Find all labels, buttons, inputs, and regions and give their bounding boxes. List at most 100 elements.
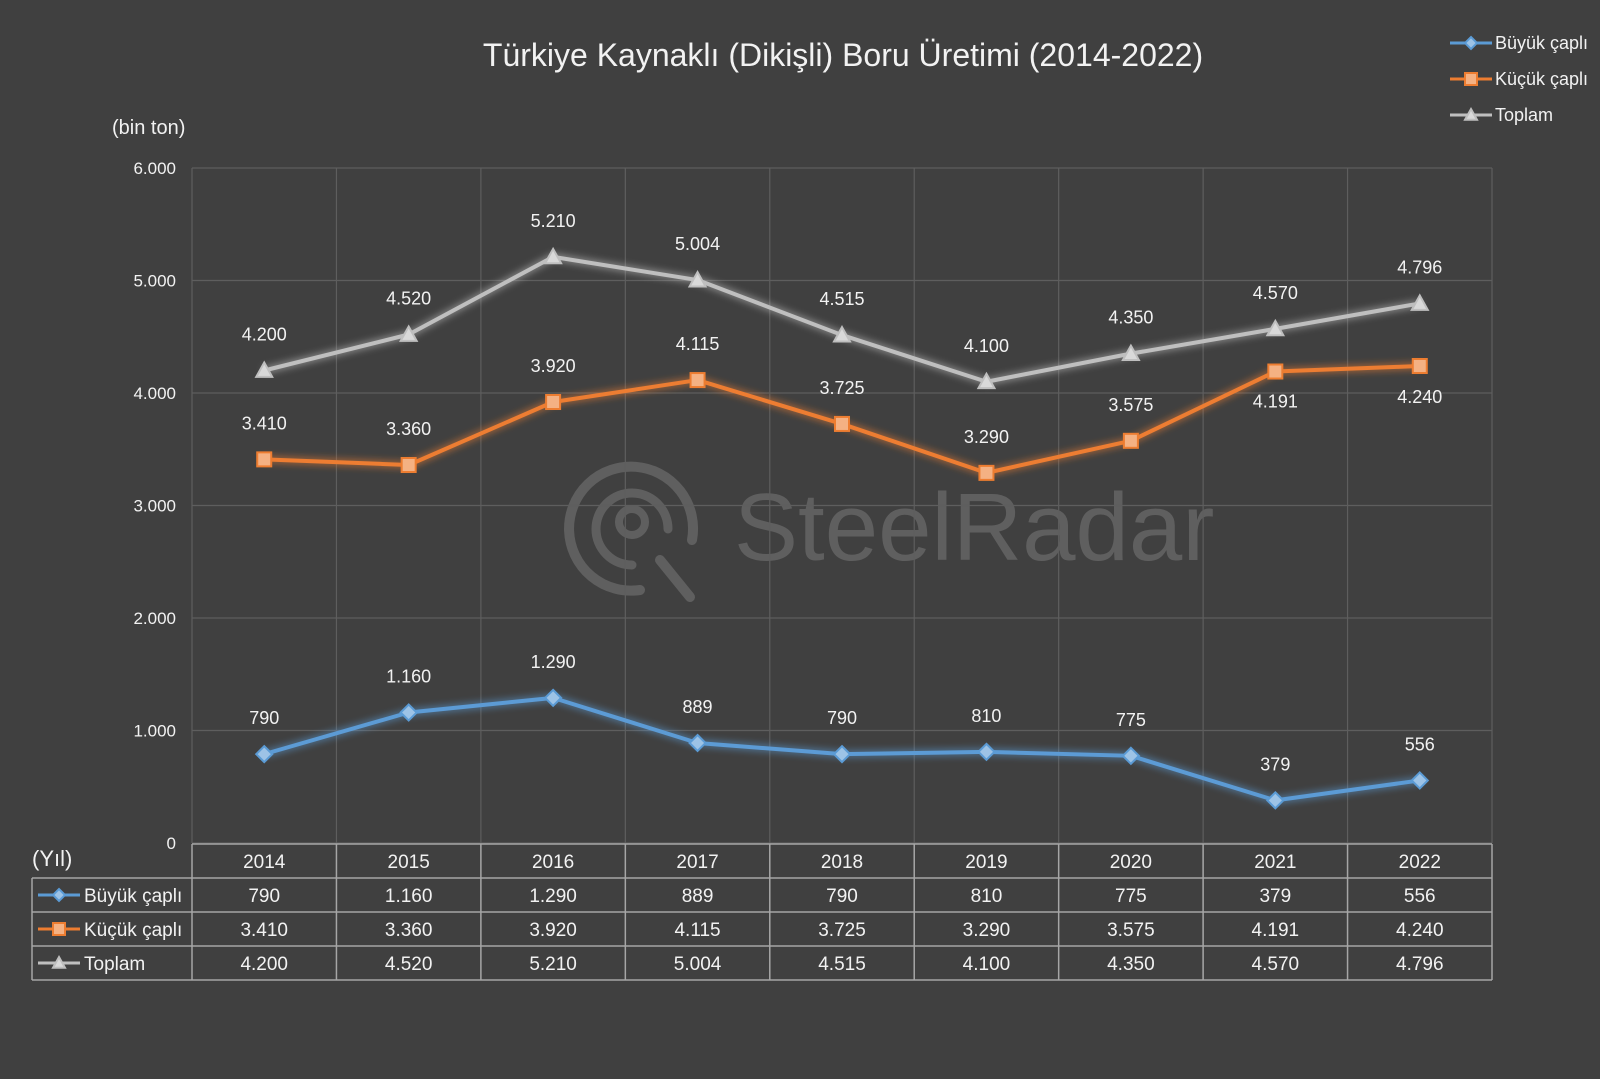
data-label: 4.520 (386, 289, 431, 309)
table-row-label: Toplam (84, 954, 145, 975)
data-point-marker (400, 457, 417, 473)
table-cell: 4.520 (385, 954, 433, 975)
y-axis-unit-label: (bin ton) (112, 117, 185, 139)
table-cell: 775 (1115, 886, 1147, 907)
data-label: 3.410 (242, 413, 287, 433)
data-point-marker (1410, 293, 1430, 311)
data-point-marker (687, 269, 708, 288)
table-cell: 5.210 (529, 954, 577, 975)
legend-key-marker (51, 954, 67, 969)
y-tick-label: 6.000 (133, 159, 176, 178)
legend-key-marker (1464, 72, 1478, 86)
table-cell: 4.115 (674, 920, 720, 941)
legend-item: Küçük çaplı (1450, 69, 1588, 89)
table-cell: 3.360 (385, 920, 433, 941)
data-label: 4.240 (1397, 387, 1442, 407)
series-square (256, 358, 1428, 481)
data-point-marker (543, 246, 563, 265)
data-label: 5.210 (531, 211, 576, 231)
data-point-marker (545, 394, 562, 410)
data-point-marker (834, 415, 850, 432)
data-point-marker (1411, 358, 1428, 374)
table-cell: 810 (971, 886, 1003, 907)
series-triangle (254, 246, 1430, 390)
data-point-marker (254, 744, 274, 764)
data-point-marker (1267, 363, 1284, 380)
data-label: 4.515 (819, 289, 864, 309)
data-label: 4.796 (1397, 257, 1442, 277)
data-label: 889 (683, 697, 713, 717)
data-point-marker (1121, 343, 1141, 362)
x-tick-label: 2019 (965, 852, 1007, 873)
table-row-label: Küçük çaplı (84, 920, 182, 941)
series-line (263, 254, 1421, 384)
legend-key-marker (1463, 106, 1479, 121)
legend: Büyük çaplı Küçük çaplı Toplam (1450, 33, 1588, 125)
data-label: 1.160 (386, 667, 431, 687)
table-cell: 790 (248, 886, 280, 907)
data-point-marker (256, 451, 273, 468)
data-label: 556 (1405, 734, 1435, 754)
data-point-marker (689, 372, 706, 389)
data-labels: 790 1.160 1.290 889 790 810 775 379 556 3.410 3.36… (242, 211, 1443, 774)
table-cell: 556 (1404, 886, 1436, 907)
x-tick-label: 2015 (388, 852, 430, 873)
x-tick-label: 2016 (532, 852, 574, 873)
data-label: 810 (971, 706, 1001, 726)
data-label: 4.100 (964, 336, 1009, 356)
data-point-marker (254, 360, 274, 378)
y-tick-label: 0 (167, 834, 176, 853)
data-point-marker (398, 324, 419, 342)
data-label: 775 (1116, 710, 1146, 730)
series-diamond (254, 688, 1430, 810)
y-tick-label: 3.000 (133, 497, 176, 516)
data-point-marker (978, 464, 995, 481)
y-axis-ticks: 0 1.000 2.000 3.000 4.000 5.000 6.000 (133, 159, 176, 853)
data-label: 4.191 (1253, 392, 1298, 412)
table-row-label: Büyük çaplı (84, 886, 182, 907)
data-label: 3.920 (531, 356, 576, 376)
table-cell: 4.191 (1252, 920, 1300, 941)
table-cell: 1.160 (385, 886, 433, 907)
y-tick-label: 4.000 (133, 384, 176, 403)
watermark-text: SteelRadar (734, 474, 1214, 581)
data-label: 790 (827, 708, 857, 728)
legend-key-marker (52, 922, 66, 936)
x-tick-label: 2018 (821, 852, 863, 873)
data-point-marker (976, 371, 997, 390)
data-label: 1.290 (531, 652, 576, 672)
data-point-marker (688, 733, 707, 753)
table-cell: 889 (682, 886, 714, 907)
table-legend-key (38, 887, 80, 903)
data-point-marker (543, 688, 563, 708)
x-tick-label: 2020 (1110, 852, 1152, 873)
table-cell: 4.350 (1107, 954, 1155, 975)
legend-item: Büyük çaplı (1450, 33, 1588, 53)
table-legend-key (38, 922, 80, 936)
table-cell: 1.290 (529, 886, 577, 907)
legend-label: Büyük çaplı (1495, 33, 1588, 53)
x-tick-label: 2014 (243, 852, 286, 873)
data-label: 4.115 (676, 334, 720, 354)
chart-title: Türkiye Kaynaklı (Dikişli) Boru Üretimi … (483, 37, 1203, 73)
legend-key-marker (1463, 35, 1479, 51)
data-point-marker (977, 742, 996, 762)
y-tick-label: 2.000 (133, 609, 176, 628)
table-cell: 379 (1259, 886, 1291, 907)
table-cell: 4.240 (1396, 920, 1444, 941)
table-cell: 4.796 (1396, 954, 1444, 975)
gridlines (191, 167, 1493, 844)
data-point-marker (1410, 771, 1430, 790)
legend-label: Toplam (1495, 105, 1553, 125)
table-cell: 790 (826, 886, 858, 907)
data-label: 4.570 (1253, 283, 1298, 303)
data-label: 790 (249, 708, 279, 728)
data-table: (Yıl) 2014 2015 2016 2017 2018 2019 2020 2021 20… (31, 843, 1493, 981)
data-point-marker (1265, 790, 1285, 810)
data-point-marker (1122, 432, 1139, 449)
table-cell: 4.515 (818, 954, 866, 975)
data-label: 5.004 (675, 234, 720, 254)
legend-item: Toplam (1450, 105, 1553, 125)
table-cell: 3.410 (240, 920, 288, 941)
